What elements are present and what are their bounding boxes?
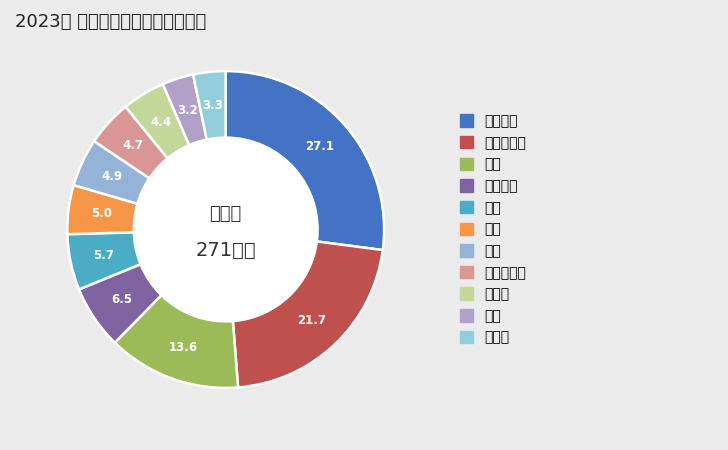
Text: 271億円: 271億円 [195,241,256,260]
Text: 4.9: 4.9 [102,170,123,183]
Text: 5.0: 5.0 [91,207,112,220]
Wedge shape [233,242,383,387]
Legend: ベトナム, フィリピン, 中国, フランス, 韓国, 米国, タイ, マレーシア, ドイツ, 台湾, その他: ベトナム, フィリピン, 中国, フランス, 韓国, 米国, タイ, マレーシア… [455,110,531,349]
Text: 6.5: 6.5 [111,293,132,306]
Wedge shape [125,84,189,158]
Wedge shape [115,295,238,388]
Text: 4.4: 4.4 [150,116,171,129]
Text: 3.2: 3.2 [178,104,198,117]
Text: 3.3: 3.3 [202,99,223,112]
Text: 総　額: 総 額 [210,205,242,223]
Wedge shape [94,107,167,178]
Wedge shape [68,232,141,289]
Wedge shape [79,264,162,342]
Wedge shape [74,141,149,204]
Text: 4.7: 4.7 [123,139,143,152]
Circle shape [134,138,317,321]
Text: 2023年 輸出相手国のシェア（％）: 2023年 輸出相手国のシェア（％） [15,14,206,32]
Wedge shape [163,75,207,145]
Wedge shape [193,71,226,140]
Text: 27.1: 27.1 [305,140,334,153]
Text: 13.6: 13.6 [168,341,197,354]
Wedge shape [67,185,138,234]
Text: 5.7: 5.7 [92,249,114,262]
Wedge shape [226,71,384,250]
Text: 21.7: 21.7 [297,314,326,327]
